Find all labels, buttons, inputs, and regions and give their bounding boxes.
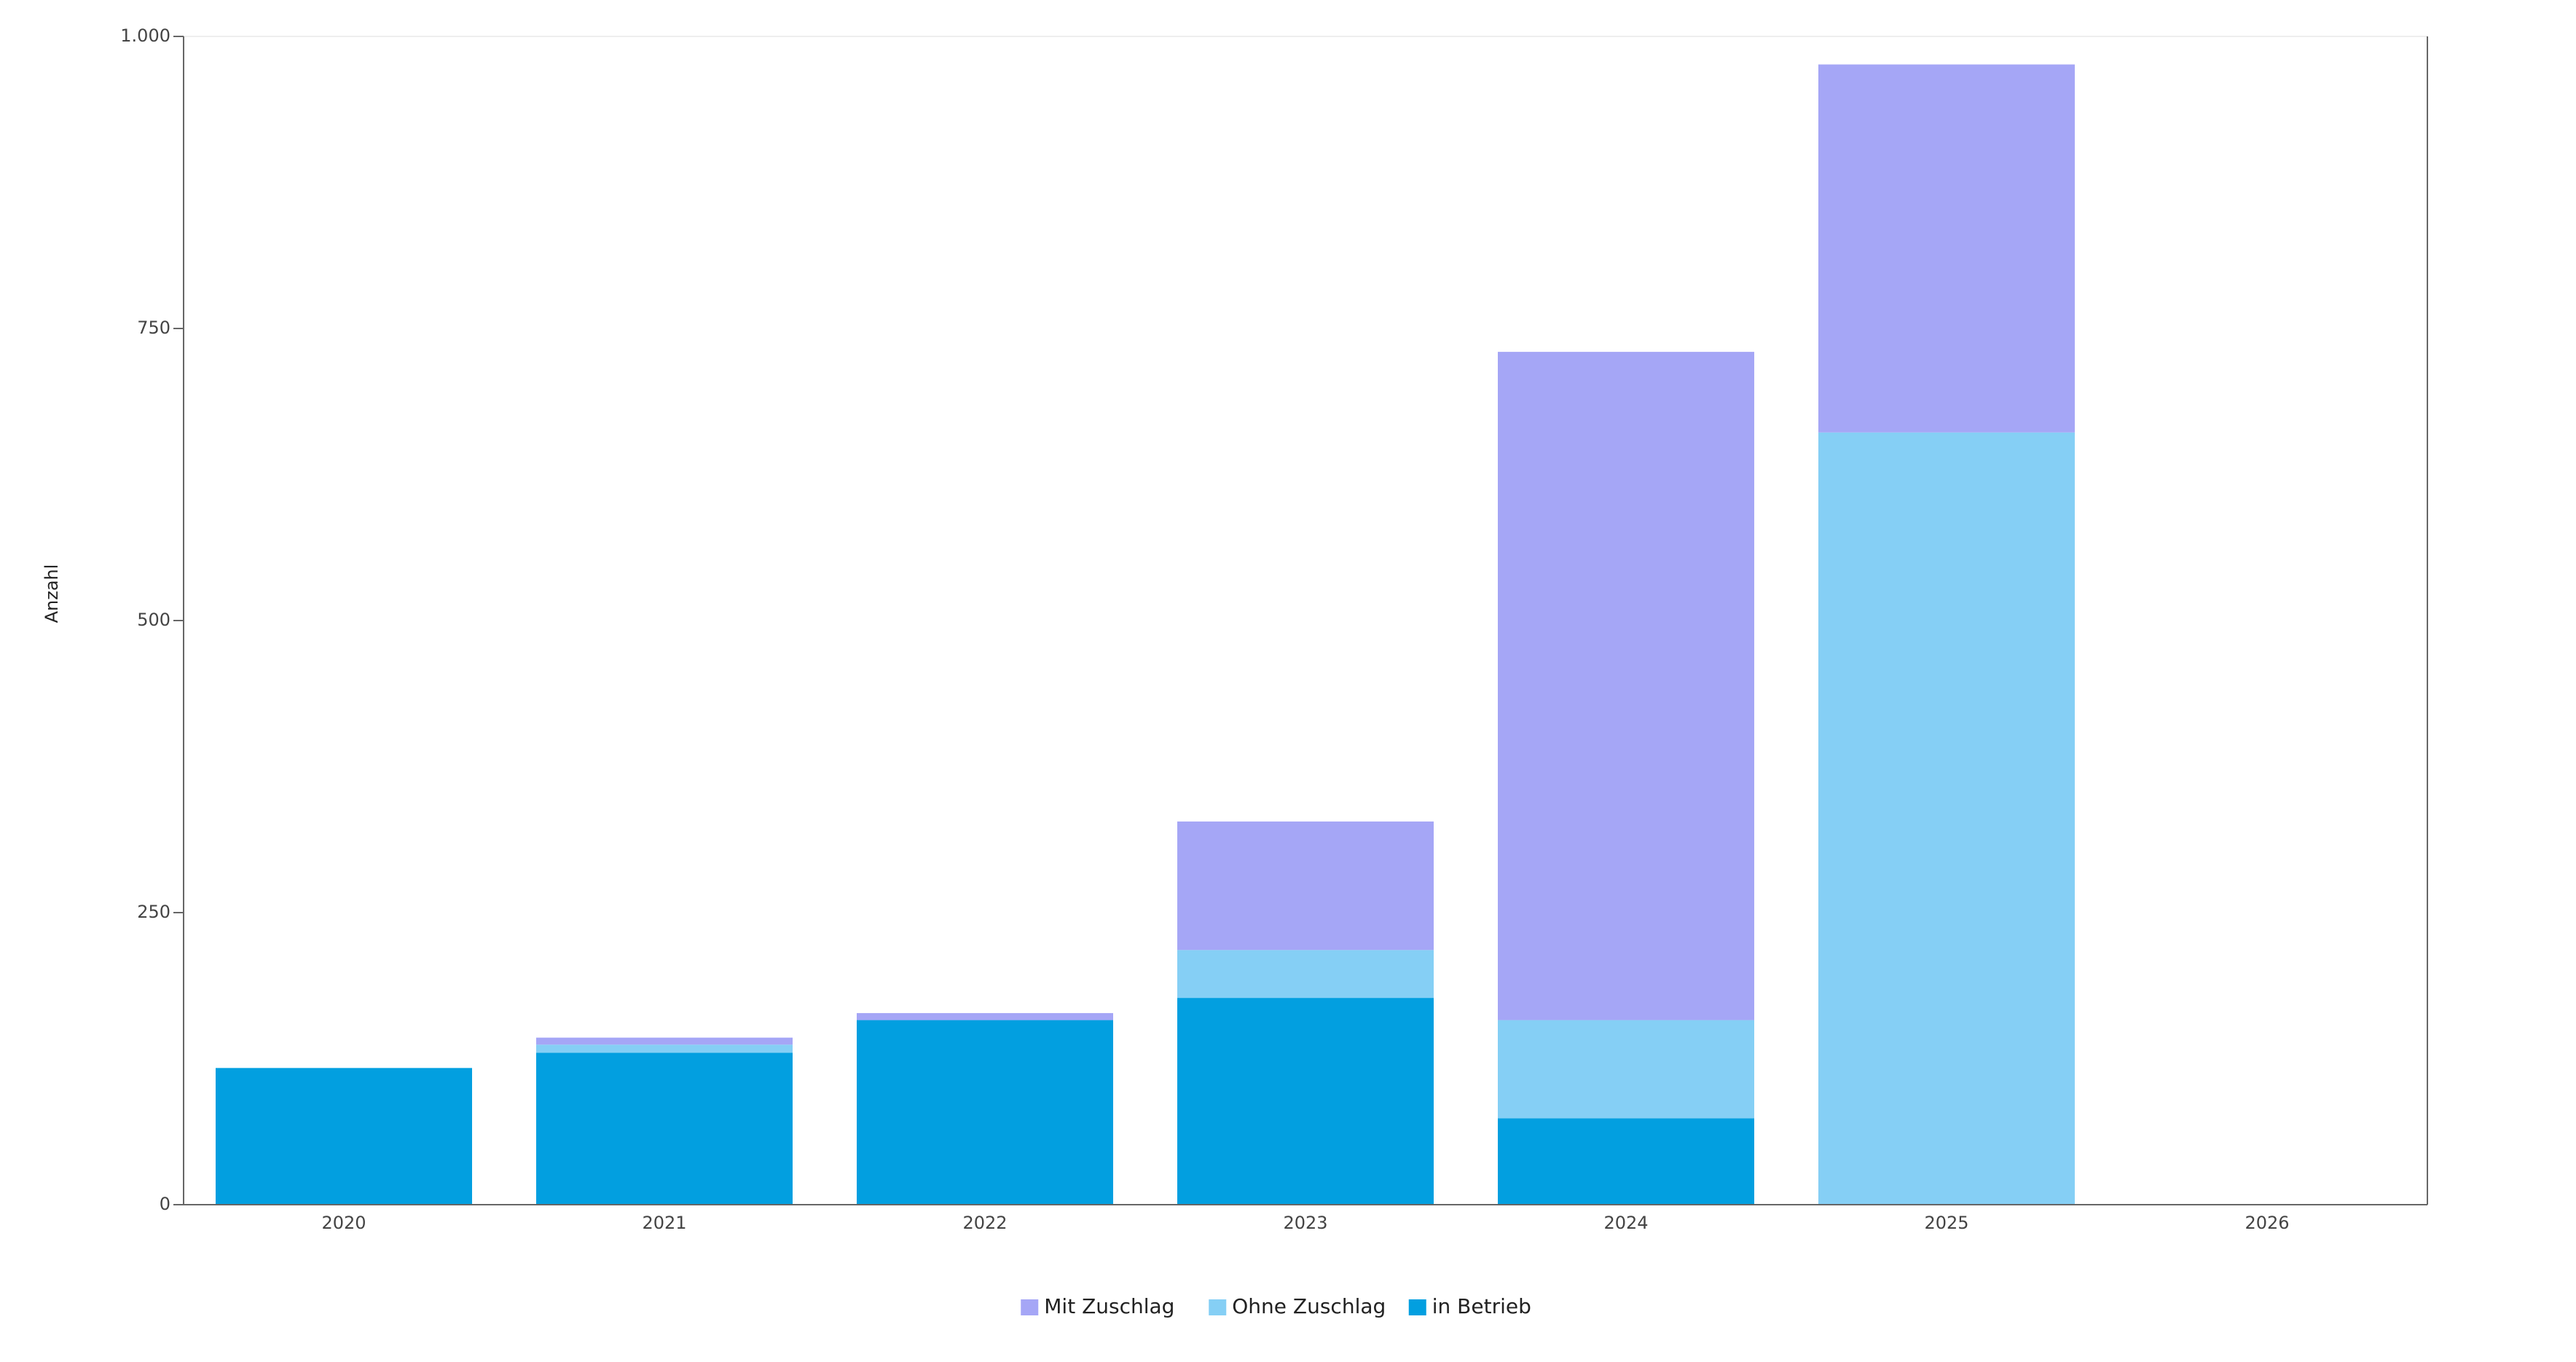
x-tick-label: 2021 bbox=[642, 1213, 686, 1233]
y-tick-label: 250 bbox=[137, 902, 170, 922]
legend-label: Mit Zuschlag bbox=[1044, 1294, 1174, 1318]
legend-label: in Betrieb bbox=[1432, 1294, 1531, 1318]
bar-segment bbox=[857, 1020, 1113, 1205]
bar-segment bbox=[857, 1012, 1113, 1020]
bar-segment bbox=[1498, 352, 1754, 1020]
x-tick-label: 2026 bbox=[2245, 1213, 2289, 1233]
bar-segment bbox=[1177, 821, 1434, 950]
bar-segment bbox=[536, 1037, 793, 1045]
x-tick-label: 2023 bbox=[1283, 1213, 1327, 1233]
y-tick-label: 500 bbox=[137, 610, 170, 630]
bar-segment bbox=[1177, 998, 1434, 1205]
bar-segment bbox=[216, 1068, 472, 1205]
legend-swatch bbox=[1021, 1299, 1039, 1315]
bar-segment bbox=[1818, 64, 2075, 433]
x-tick-label: 2025 bbox=[1924, 1213, 1968, 1233]
bar-segment bbox=[1177, 950, 1434, 999]
y-tick-label: 750 bbox=[137, 318, 170, 338]
y-tick-label: 1.000 bbox=[120, 25, 170, 46]
bar-segment bbox=[536, 1044, 793, 1053]
bar-segment bbox=[1498, 1118, 1754, 1205]
y-tick-label: 0 bbox=[160, 1194, 170, 1214]
bar-segment bbox=[1818, 432, 2075, 1205]
legend-label: Ohne Zuschlag bbox=[1232, 1294, 1386, 1318]
x-tick-label: 2020 bbox=[321, 1213, 366, 1233]
legend-swatch bbox=[1408, 1299, 1426, 1315]
x-tick-label: 2022 bbox=[962, 1213, 1007, 1233]
y-axis-label: Anzahl bbox=[42, 564, 62, 623]
bar-segment bbox=[1498, 1020, 1754, 1119]
bar-segment bbox=[536, 1052, 793, 1205]
x-tick-label: 2024 bbox=[1603, 1213, 1648, 1233]
legend-swatch bbox=[1209, 1299, 1227, 1315]
